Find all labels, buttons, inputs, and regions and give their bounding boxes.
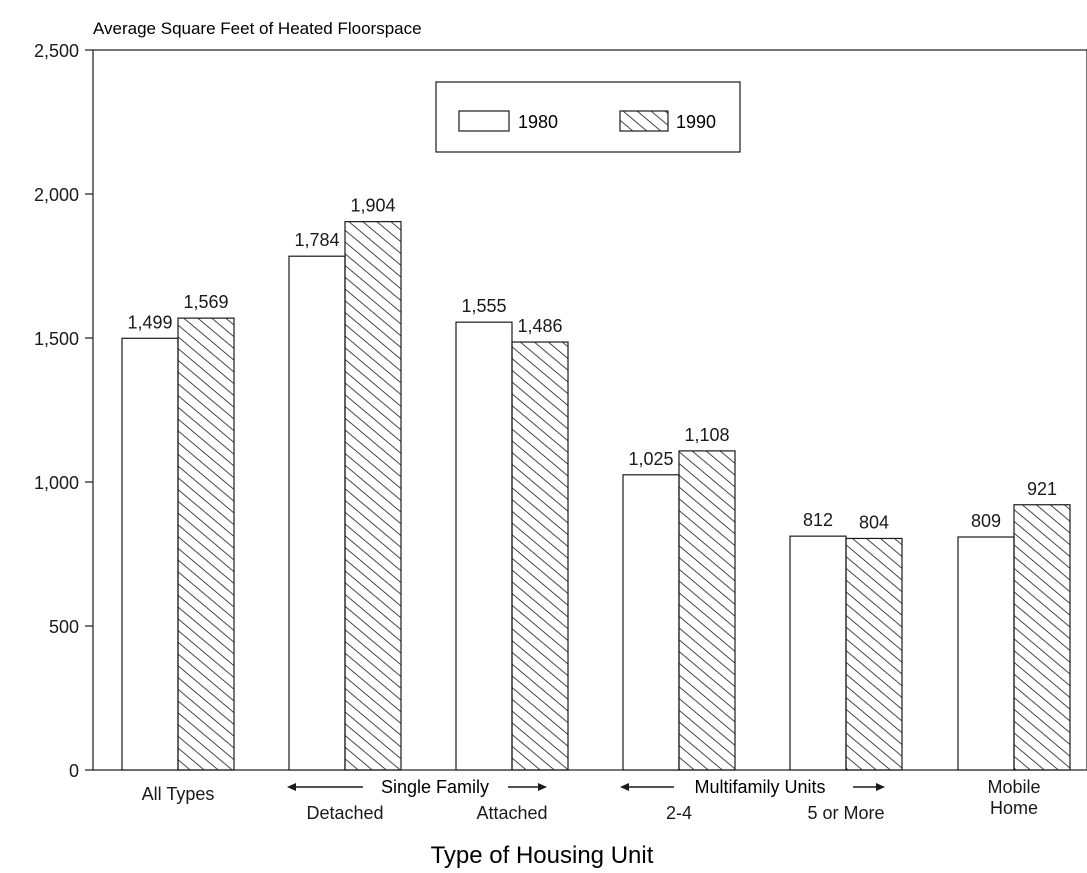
- data-label: 812: [803, 510, 833, 530]
- plot-frame: [92, 49, 1087, 771]
- x-tick-label: All Types: [142, 784, 215, 804]
- y-tick-label: 0: [69, 761, 79, 781]
- legend-swatch-1990: [619, 110, 669, 132]
- x-tick-label: Mobile: [987, 777, 1040, 797]
- y-tick-label: 2,500: [34, 41, 79, 61]
- x-tick-label: 2-4: [666, 803, 692, 823]
- group-label-multifamily-units: Multifamily Units: [694, 777, 825, 797]
- y-tick-label: 2,000: [34, 185, 79, 205]
- bar-1990-5-or-more: [845, 537, 903, 771]
- x-tick-label: 5 or More: [807, 803, 884, 823]
- x-axis-labels: All Types Detached Attached 2-4 5 or More Mob…: [142, 777, 1041, 823]
- bar-1990-attached: [511, 341, 569, 771]
- y-tick-label: 500: [49, 617, 79, 637]
- data-label: 1,108: [684, 425, 729, 445]
- y-tick-label: 1,000: [34, 473, 79, 493]
- chart-title: Average Square Feet of Heated Floorspace: [93, 19, 422, 38]
- x-axis-title: Type of Housing Unit: [431, 842, 654, 869]
- data-label: 1,499: [127, 312, 172, 332]
- data-label: 1,904: [350, 196, 395, 216]
- bar-series: [121, 221, 1071, 771]
- x-tick-label: Detached: [306, 803, 383, 823]
- legend: 1980 1990: [435, 81, 741, 153]
- bar-1980-detached: [288, 255, 346, 771]
- legend-label-1980: 1980: [518, 112, 558, 132]
- data-label: 1,555: [461, 296, 506, 316]
- group-label-single-family: Single Family: [381, 777, 489, 797]
- data-labels: 1,499 1,784 1,555 1,025 812 809 1,569 1,904 1,48…: [127, 196, 1057, 533]
- bar-1980-2-4: [622, 474, 680, 771]
- data-label: 1,025: [628, 449, 673, 469]
- group-single-family: Single Family: [287, 777, 547, 797]
- data-label: 1,569: [183, 292, 228, 312]
- x-tick-label: Attached: [476, 803, 547, 823]
- group-multifamily-units: Multifamily Units: [620, 777, 885, 797]
- y-axis: 0 500 1,000 1,500 2,000 2,500: [34, 41, 93, 781]
- bar-1980-5-or-more: [789, 535, 847, 771]
- data-label: 1,486: [517, 316, 562, 336]
- y-tick-label: 1,500: [34, 329, 79, 349]
- data-label: 1,784: [294, 230, 339, 250]
- bar-1990-mobile-home: [1013, 504, 1071, 771]
- bar-1990-detached: [344, 221, 402, 771]
- data-label: 809: [971, 511, 1001, 531]
- legend-box: [435, 81, 741, 153]
- bar-1990-2-4: [678, 450, 736, 771]
- bar-1990-all-types: [177, 317, 235, 771]
- legend-swatch-1980: [458, 110, 510, 132]
- data-label: 804: [859, 512, 889, 532]
- bar-1980-attached: [455, 321, 513, 771]
- bar-1980-mobile-home: [957, 536, 1015, 771]
- x-tick-label: Home: [990, 798, 1038, 818]
- bar-1980-all-types: [121, 337, 179, 771]
- legend-label-1990: 1990: [676, 112, 716, 132]
- data-label: 921: [1027, 479, 1057, 499]
